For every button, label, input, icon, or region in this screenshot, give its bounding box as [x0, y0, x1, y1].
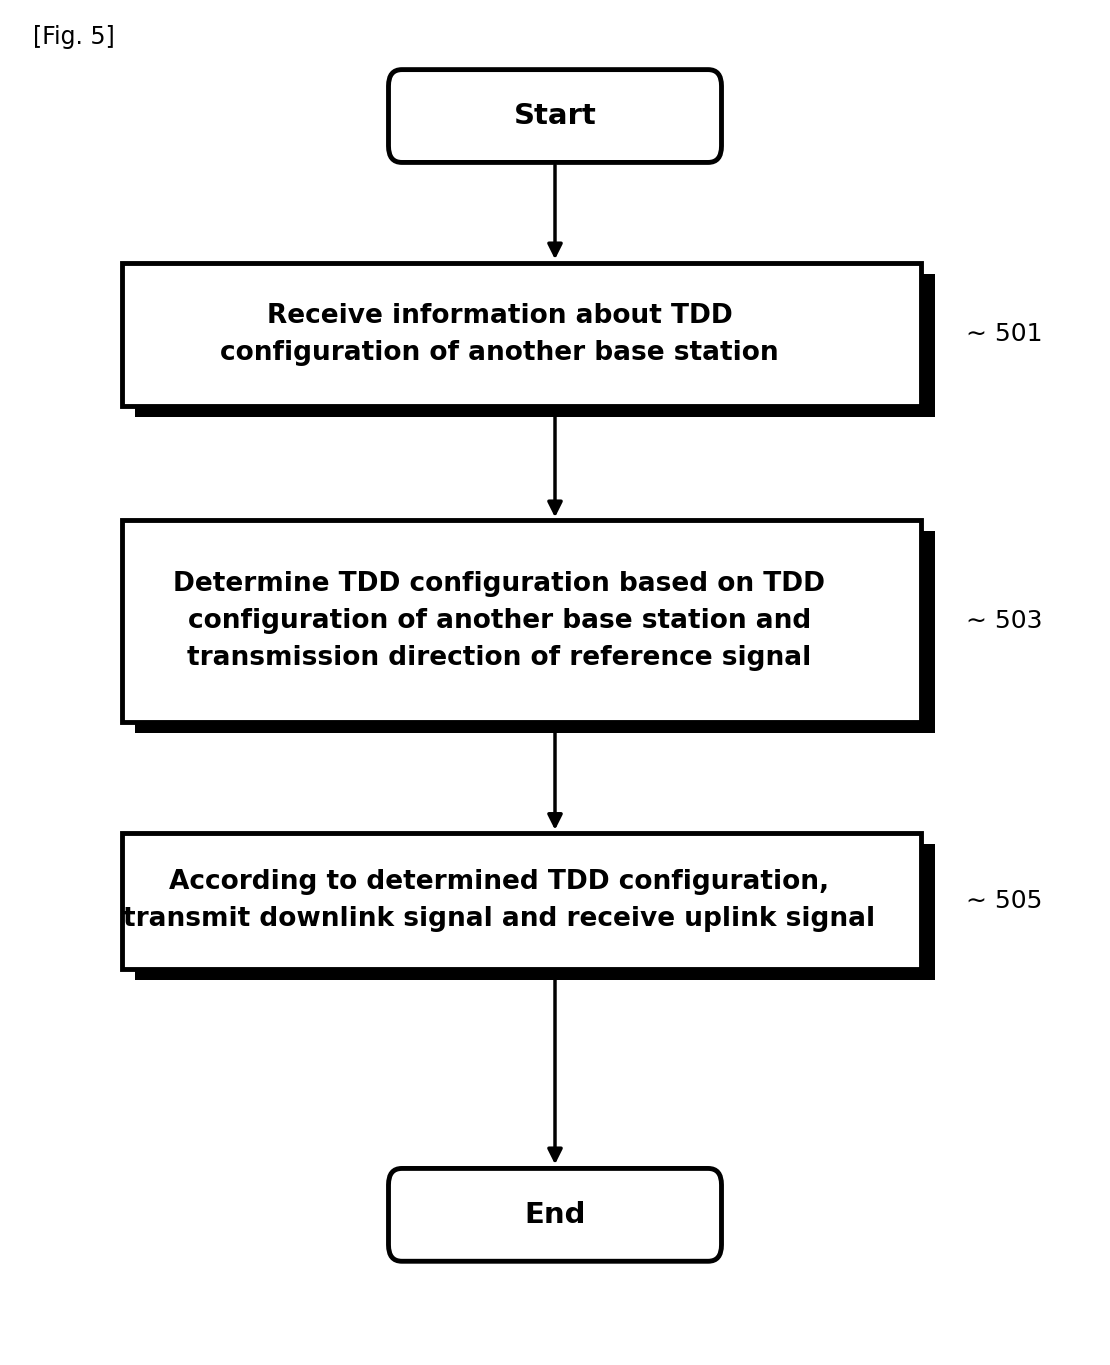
Text: Determine TDD configuration based on TDD
configuration of another base station a: Determine TDD configuration based on TDD… [173, 571, 826, 672]
Bar [135, 844, 935, 980]
FancyBboxPatch shape [388, 1168, 722, 1261]
Text: ∼ 503: ∼ 503 [966, 609, 1042, 633]
Text: [Fig. 5]: [Fig. 5] [33, 25, 115, 49]
Text: Start: Start [514, 102, 596, 130]
FancyBboxPatch shape [388, 70, 722, 162]
Text: ∼ 505: ∼ 505 [966, 889, 1042, 913]
Text: End: End [524, 1201, 586, 1228]
Bar [135, 531, 935, 733]
Text: Receive information about TDD
configuration of another base station: Receive information about TDD configurat… [220, 303, 779, 366]
Bar [135, 273, 935, 418]
Bar [122, 520, 921, 722]
Bar [122, 262, 921, 407]
Text: According to determined TDD configuration,
transmit downlink signal and receive : According to determined TDD configuratio… [123, 870, 876, 932]
Bar [122, 833, 921, 969]
Text: ∼ 501: ∼ 501 [966, 322, 1042, 347]
